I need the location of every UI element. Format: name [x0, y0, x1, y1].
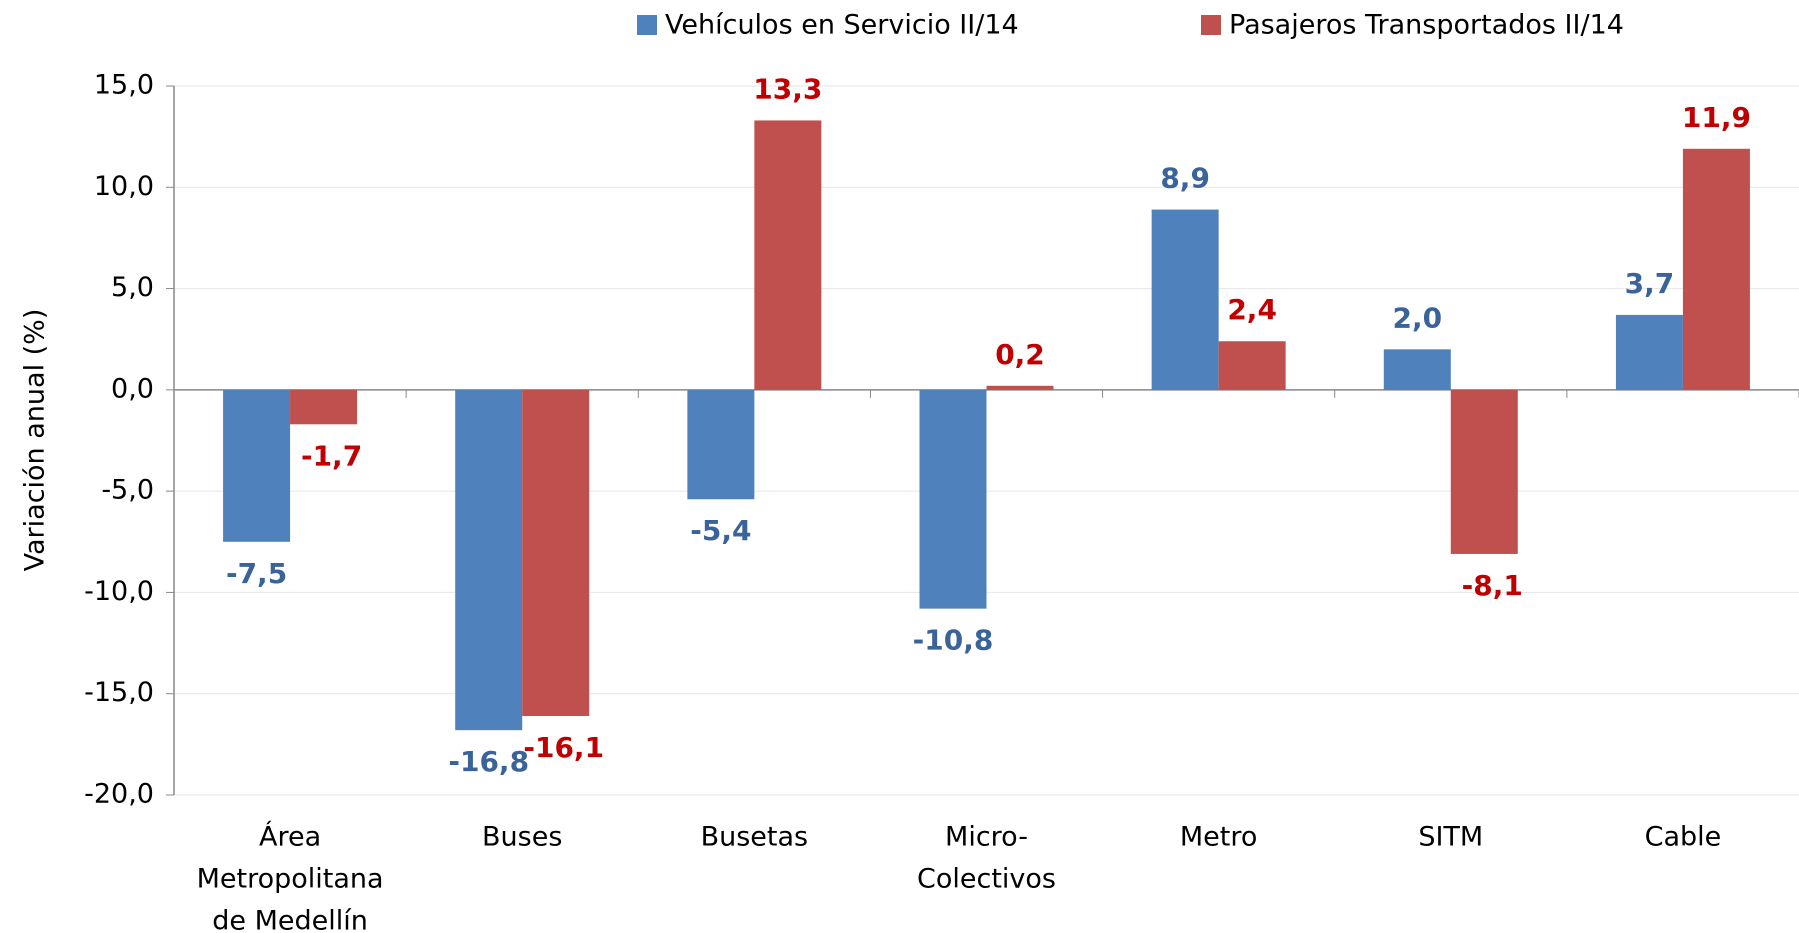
legend-label: Pasajeros Transportados II/14 [1229, 10, 1624, 41]
value-label: 2,0 [1392, 301, 1442, 334]
value-label: 2,4 [1227, 293, 1277, 326]
bar [1218, 341, 1286, 390]
value-label: 3,7 [1625, 267, 1675, 300]
x-tick-label: Área [259, 821, 321, 853]
value-label: 8,9 [1160, 162, 1210, 195]
x-tick-label: Busetas [701, 822, 809, 853]
y-axis-title: Variación anual (%) [20, 309, 51, 572]
y-tick-label: -20,0 [84, 779, 154, 810]
x-tick-label: Buses [482, 822, 562, 853]
value-label: 11,9 [1682, 101, 1751, 134]
y-tick-label: -10,0 [84, 576, 154, 607]
legend-label: Vehículos en Servicio II/14 [665, 10, 1019, 41]
bar [1383, 349, 1451, 390]
bar [919, 389, 987, 609]
x-tick-label: Colectivos [917, 864, 1056, 895]
bar [754, 120, 822, 390]
value-label: -5,4 [690, 514, 751, 547]
bar [1151, 209, 1219, 390]
bar [223, 389, 291, 542]
legend-swatch [637, 15, 657, 35]
x-tick-label: Metropolitana [197, 864, 384, 895]
bar [1682, 148, 1750, 390]
value-label: -16,8 [448, 745, 529, 778]
x-tick-label: de Medellín [212, 906, 368, 933]
bar [290, 389, 358, 425]
value-label: -7,5 [226, 557, 287, 590]
value-label: -1,7 [301, 439, 362, 472]
x-tick-label: Cable [1645, 822, 1722, 853]
legend-swatch [1201, 15, 1221, 35]
bar [687, 389, 755, 500]
bar [455, 389, 523, 731]
x-tick-label: SITM [1418, 822, 1483, 853]
bar [522, 389, 590, 716]
value-label: 13,3 [753, 72, 822, 105]
y-tick-label: 0,0 [111, 373, 154, 404]
x-tick-label: Micro- [945, 822, 1028, 853]
x-tick-label: Metro [1180, 822, 1258, 853]
y-tick-label: -15,0 [84, 677, 154, 708]
bar [1615, 314, 1683, 390]
bar [986, 385, 1054, 390]
y-tick-label: 5,0 [111, 272, 154, 303]
y-tick-label: 10,0 [94, 171, 154, 202]
value-label: 0,2 [995, 338, 1045, 371]
value-label: -16,1 [523, 731, 604, 764]
y-tick-label: 15,0 [94, 70, 154, 101]
value-label: -8,1 [1462, 569, 1523, 602]
value-label: -10,8 [913, 624, 994, 657]
y-tick-label: -5,0 [101, 475, 154, 506]
bar [1450, 389, 1518, 554]
